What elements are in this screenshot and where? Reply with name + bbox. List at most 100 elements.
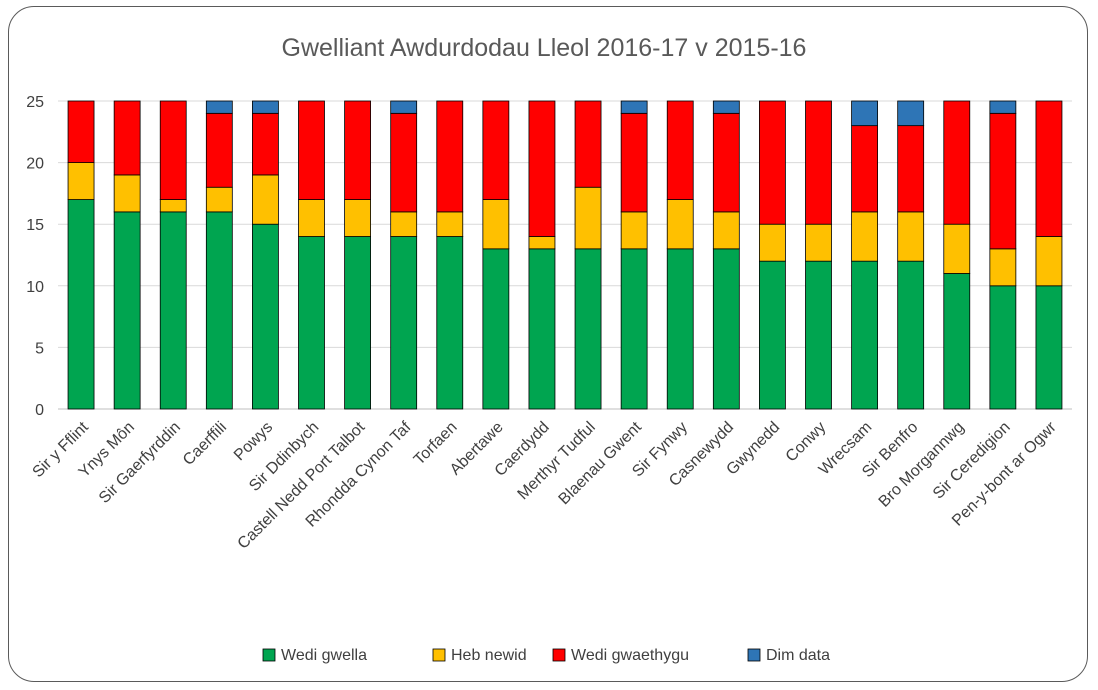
y-tick-label: 5 [35, 340, 44, 357]
bar-segment [943, 223, 971, 274]
bar-segment [712, 112, 740, 213]
bar-segment [1035, 100, 1063, 237]
bar-segment [666, 248, 694, 410]
y-tick-label: 15 [26, 217, 44, 234]
bar-segment [897, 260, 925, 410]
y-tick-label: 25 [26, 94, 44, 111]
bar-segment [989, 285, 1017, 410]
bar-segment [851, 260, 878, 410]
bar-segment [712, 100, 740, 114]
bar-segment [1035, 236, 1063, 287]
bar-segment [252, 174, 279, 225]
bar-segment [390, 100, 418, 114]
legend-label: Wedi gwella [281, 647, 367, 664]
x-tick-label: Caerffili [180, 419, 230, 469]
bar-segment [666, 199, 694, 250]
bar-segment [67, 100, 95, 163]
x-tick-label: Powys [231, 419, 276, 464]
bar-segment [943, 273, 971, 410]
bar-segment [805, 260, 832, 410]
bar-segment [482, 100, 510, 200]
bar-segment [344, 100, 371, 200]
bar-segment [620, 248, 648, 410]
bar-segment [482, 199, 510, 250]
bar-segment [989, 100, 1017, 114]
x-tick-label: Blaenau Gwent [556, 418, 646, 508]
y-tick-label: 20 [26, 156, 44, 173]
legend-label: Wedi gwaethygu [571, 647, 689, 664]
bar-segment [897, 100, 925, 127]
bar-segment [205, 100, 233, 114]
bar-segment [1035, 285, 1063, 410]
bar-segment [159, 199, 187, 213]
bar-segment [712, 248, 740, 410]
bar-segment [989, 112, 1017, 250]
bar-segment [897, 125, 925, 213]
bar-segment [344, 199, 371, 237]
bar-segment [159, 211, 187, 410]
bar-segment [205, 211, 233, 410]
legend-label: Heb newid [451, 647, 527, 664]
bar-segment [252, 112, 279, 176]
y-tick-label: 10 [26, 279, 44, 296]
bar-segment [113, 174, 141, 213]
bar-segment [67, 199, 95, 410]
bar-segment [113, 211, 141, 410]
bar-segment [897, 211, 925, 262]
bar-segment [759, 100, 786, 225]
bar-segment [113, 100, 141, 176]
bar-segment [482, 248, 510, 410]
bar-segment [528, 248, 556, 410]
bar-segment [805, 100, 832, 225]
bar-segment [712, 211, 740, 250]
bar-segment [528, 236, 556, 250]
bar-segment [298, 199, 325, 237]
x-tick-label: Bro Morgannwg [876, 419, 968, 511]
bars [67, 100, 1063, 410]
bar-segment [620, 211, 648, 250]
bar-segment [436, 100, 464, 213]
y-tick-label: 0 [35, 402, 44, 419]
legend-swatch [747, 648, 761, 662]
bar-segment [298, 236, 325, 410]
bar-segment [989, 248, 1017, 287]
bar-segment [390, 236, 418, 410]
y-axis: 0 5 10 15 20 25 [26, 94, 44, 419]
bar-segment [759, 223, 786, 262]
bar-segment [851, 100, 878, 127]
bar-segment [390, 112, 418, 213]
x-tick-label: Conwy [783, 419, 830, 466]
bar-segment [252, 223, 279, 410]
bar-segment [344, 236, 371, 410]
legend-swatch [552, 648, 566, 662]
bar-segment [574, 100, 602, 188]
bar-segment [436, 236, 464, 410]
bar-segment [851, 125, 878, 213]
legend-label: Dim data [766, 647, 830, 664]
bar-segment [298, 100, 325, 200]
bar-segment [666, 100, 694, 200]
bar-segment [851, 211, 878, 262]
chart-title: Gwelliant Awdurdodau Lleol 2016-17 v 201… [282, 34, 807, 62]
bar-segment [390, 211, 418, 237]
bar-segment [620, 112, 648, 213]
bar-segment [805, 223, 832, 262]
bar-segment [620, 100, 648, 114]
bar-segment [159, 100, 187, 200]
bar-segment [759, 260, 786, 410]
legend-swatch [432, 648, 446, 662]
bar-segment [436, 211, 464, 237]
bar-segment [252, 100, 279, 114]
bar-segment [528, 100, 556, 237]
bar-segment [574, 248, 602, 410]
bar-segment [574, 186, 602, 250]
bar-segment [943, 100, 971, 225]
bar-segment [205, 186, 233, 213]
x-tick-label: Sir Gaerfyrddin [96, 419, 184, 507]
legend: Wedi gwella Heb newid Wedi gwaethygu Dim da… [262, 647, 830, 664]
bar-segment [67, 162, 95, 200]
bar-segment [205, 112, 233, 188]
legend-swatch [262, 648, 276, 662]
